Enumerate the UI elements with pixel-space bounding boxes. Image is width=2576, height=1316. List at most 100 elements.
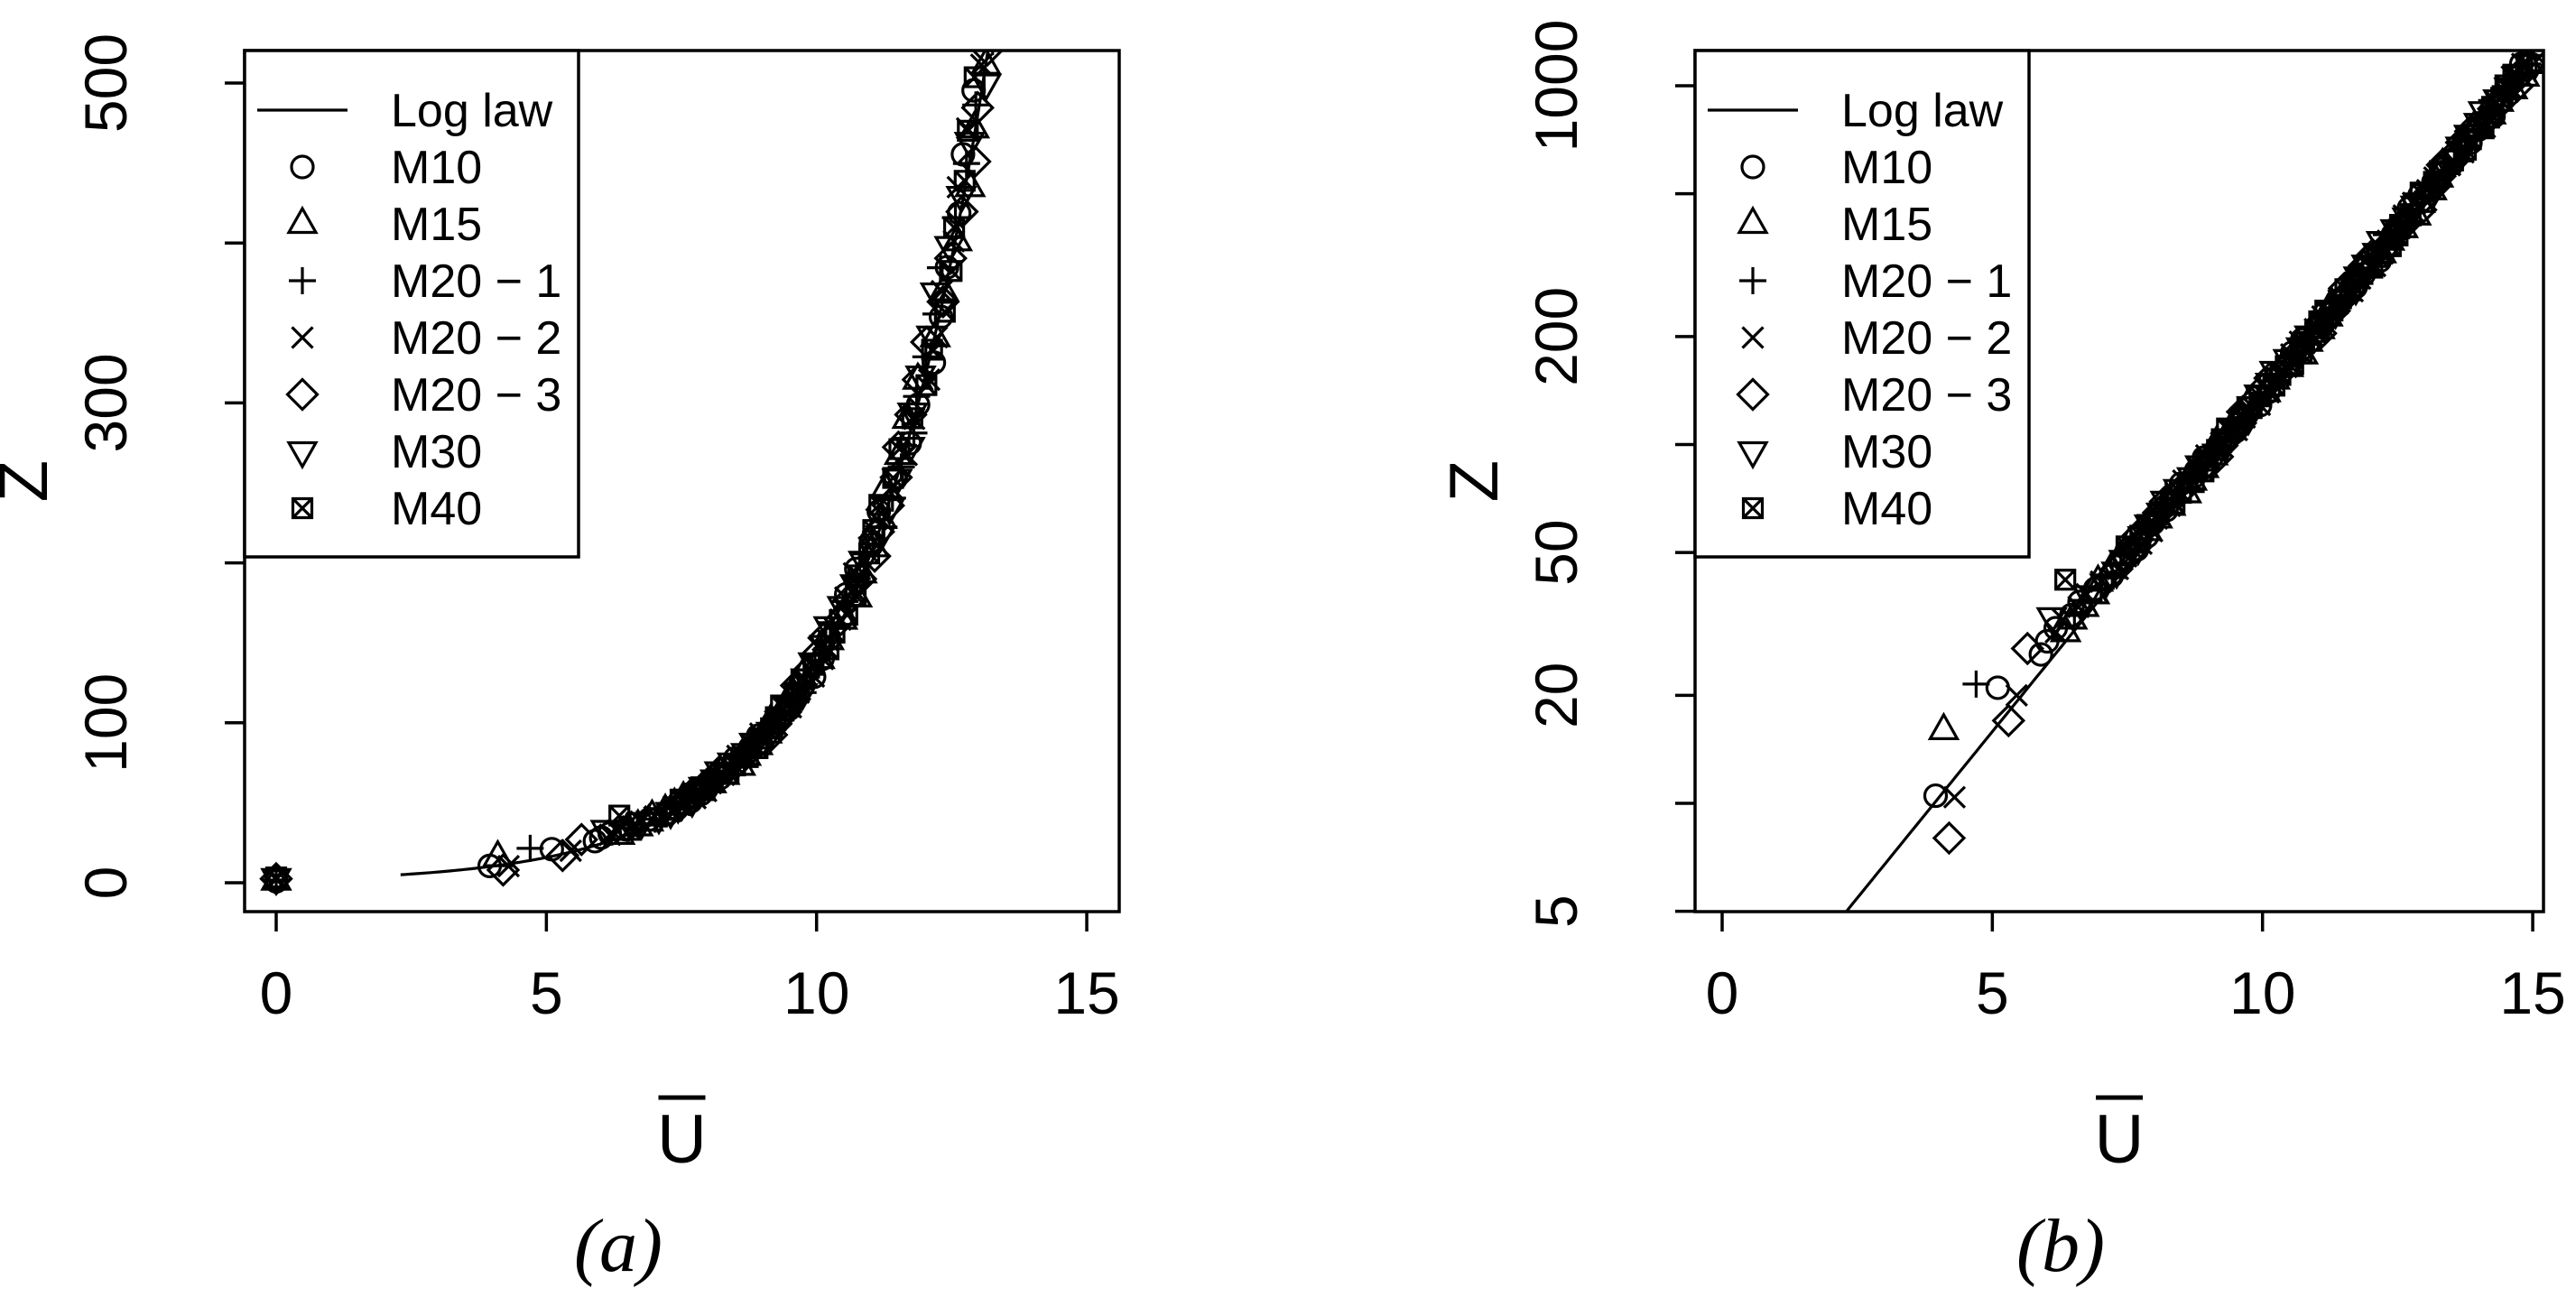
data-point-marker-square-x (882, 467, 904, 489)
caption-panel-b: (b) (2016, 1204, 2105, 1288)
legend-item-label: M15 (391, 199, 482, 251)
y-tick-label: 0 (72, 867, 139, 900)
legend-item: Log law (1708, 85, 2004, 137)
data-point-marker-plus (516, 834, 544, 862)
series-square-x (2054, 52, 2538, 591)
legend-item: M40 (1741, 483, 1932, 535)
data-region (259, 51, 1005, 897)
data-point-marker-triangle-down (904, 365, 937, 394)
data-point-marker-square-x (1741, 496, 1765, 520)
legend-item-label: M30 (1841, 426, 1932, 478)
data-region (1845, 51, 2544, 912)
legend-item: M10 (1740, 142, 1932, 194)
data-point-marker-square-x (953, 170, 976, 192)
data-point-marker-plus (1739, 267, 1766, 294)
legend-item: M20 − 1 (289, 255, 561, 308)
x-tick-label: 10 (783, 959, 849, 1026)
data-point-marker-square-x (921, 338, 943, 361)
data-point-marker-triangle-down (896, 402, 929, 431)
legend-item: Log law (257, 85, 553, 137)
y-tick-label: 300 (72, 353, 139, 452)
legend-item-label: M20 − 3 (1841, 369, 2012, 422)
data-point-marker-square-x (862, 519, 885, 542)
data-point-marker-triangle-down (286, 440, 319, 470)
data-point-marker-x (2005, 683, 2028, 707)
data-point-marker-diamond (945, 194, 979, 229)
x-tick-label: 5 (530, 959, 563, 1026)
data-point-marker-square-x (264, 867, 288, 889)
data-point-marker-circle (1985, 675, 2010, 700)
legend-item-label: M30 (391, 426, 482, 478)
data-point-marker-square-x (608, 804, 631, 827)
legend-item-label: M20 − 2 (391, 312, 561, 365)
legend-item-label: M20 − 3 (391, 369, 561, 422)
legend-item: M10 (290, 142, 482, 194)
data-point-marker-diamond (564, 822, 599, 857)
data-point-marker-square-x (901, 407, 923, 430)
legend-item-label: M40 (391, 483, 482, 535)
data-point-marker-triangle-down (945, 185, 978, 215)
data-point-marker-triangle-up (1927, 711, 1960, 740)
legend-box (243, 49, 580, 559)
data-point-marker-diamond (1991, 703, 2026, 738)
data-point-marker-triangle-up (481, 839, 514, 867)
data-point-marker-square-x (2516, 52, 2538, 75)
legend-item-label: M20 − 1 (1841, 255, 2012, 308)
legend-item: M15 (286, 199, 482, 251)
x-tick-label: 0 (260, 959, 293, 1026)
data-point-marker-square-x (915, 374, 938, 396)
x-tick-label: 5 (1976, 959, 2009, 1026)
y-axis-label: Z (1436, 460, 1513, 502)
legend-item-label: M10 (1841, 142, 1932, 194)
data-point-marker-triangle-down (625, 811, 658, 840)
data-point-marker-square-x (942, 216, 966, 239)
x-axis-label: U (2095, 1101, 2145, 1178)
data-point-marker-diamond (285, 377, 320, 412)
data-point-marker-x (291, 326, 314, 349)
y-tick-label: 50 (1523, 519, 1589, 585)
legend-item: M30 (286, 426, 482, 478)
data-point-marker-diamond (545, 839, 580, 873)
data-point-marker-x (2067, 595, 2090, 618)
data-point-marker-triangle-down (589, 820, 622, 848)
legend-item: M15 (1737, 199, 1932, 251)
legend-item-label: M10 (391, 142, 482, 194)
legend-item: M40 (291, 483, 482, 535)
data-point-marker-triangle-down (260, 867, 292, 897)
y-tick-label: 200 (1523, 287, 1589, 386)
data-point-marker-square-x (844, 584, 867, 607)
data-point-marker-diamond (1932, 820, 1967, 856)
data-point-marker-triangle-down (2035, 607, 2068, 636)
x-tick-label: 10 (2229, 959, 2295, 1026)
y-axis-label: Z (0, 460, 62, 502)
data-point-marker-diamond (843, 561, 878, 597)
legend-item-label: Log law (1841, 85, 2004, 137)
data-point-marker-triangle-down (2071, 585, 2104, 614)
data-point-marker-square-x (941, 260, 963, 283)
data-point-marker-triangle-down (919, 282, 952, 311)
legend-item-label: M20 − 1 (391, 255, 561, 308)
caption-panel-a: (a) (574, 1204, 663, 1288)
legend-box (1693, 49, 2031, 559)
data-point-marker-square-x (857, 542, 881, 565)
legend-item: M20 − 1 (1739, 255, 2012, 308)
data-point-marker-diamond (486, 853, 521, 887)
data-point-marker-square-x (291, 496, 314, 520)
data-point-marker-triangle-down (797, 652, 829, 681)
data-point-marker-diamond (926, 284, 960, 320)
legend-item: M20 − 3 (1736, 369, 2012, 422)
data-point-marker-square-x (888, 438, 911, 460)
x-tick-label: 15 (1053, 959, 1119, 1026)
data-point-marker-plus (289, 267, 316, 294)
data-point-marker-square-x (868, 494, 891, 516)
legend-item-label: M40 (1841, 483, 1932, 535)
data-point-marker-triangle-down (826, 596, 859, 625)
data-point-marker-plus (1962, 670, 1990, 698)
data-point-marker-diamond (1736, 377, 1770, 412)
y-tick-label: 20 (1523, 663, 1589, 728)
data-point-marker-circle (1923, 783, 1949, 809)
legend-item: M30 (1737, 426, 1932, 478)
